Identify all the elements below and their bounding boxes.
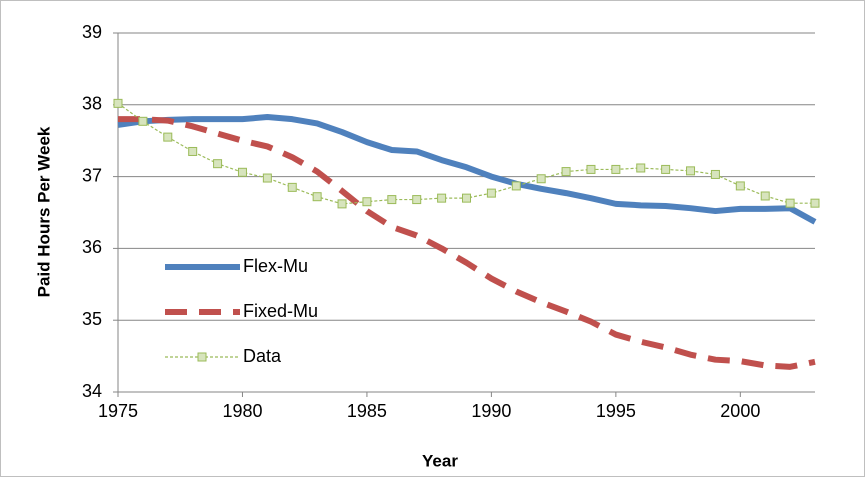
point-marker <box>113 98 123 108</box>
point-marker <box>760 191 770 201</box>
point-marker <box>337 199 347 209</box>
point-marker <box>312 192 322 202</box>
point-marker <box>561 167 571 177</box>
point-marker <box>387 195 397 205</box>
y-tick-label: 37 <box>82 165 102 185</box>
y-tick-label: 35 <box>82 309 102 329</box>
legend-label: Data <box>243 346 282 366</box>
point-marker <box>462 193 471 203</box>
x-tick-label: 1995 <box>596 401 636 421</box>
point-marker <box>412 195 422 205</box>
point-marker <box>586 164 596 174</box>
point-marker <box>611 164 621 174</box>
x-tick-label: 1975 <box>98 401 138 421</box>
point-marker <box>138 116 148 126</box>
point-marker <box>710 169 720 179</box>
legend-label: Fixed-Mu <box>243 301 318 321</box>
point-marker <box>486 188 496 198</box>
point-marker <box>362 197 372 207</box>
point-marker <box>237 167 247 177</box>
y-tick-label: 39 <box>82 22 102 42</box>
x-tick-label: 1985 <box>347 401 387 421</box>
point-marker <box>511 181 521 191</box>
x-axis-title: Year <box>422 451 458 470</box>
point-marker <box>287 182 297 192</box>
point-marker <box>735 181 745 191</box>
point-marker <box>213 159 223 169</box>
point-marker <box>262 173 272 183</box>
point-marker <box>661 164 671 174</box>
point-marker <box>163 132 173 142</box>
point-marker <box>810 198 820 208</box>
point-marker <box>686 166 696 176</box>
legend-marker <box>197 352 207 362</box>
point-marker <box>188 146 198 156</box>
x-tick-label: 1980 <box>222 401 262 421</box>
point-marker <box>636 163 646 173</box>
x-tick-label: 1990 <box>471 401 511 421</box>
legend-label: Flex-Mu <box>243 256 308 276</box>
series-line <box>117 114 817 225</box>
y-tick-label: 38 <box>82 94 102 114</box>
y-tick-label: 36 <box>82 237 102 257</box>
series-line <box>118 116 816 370</box>
y-tick-label: 34 <box>82 381 102 401</box>
point-marker <box>785 198 795 208</box>
y-axis-title: Paid Hours Per Week <box>34 126 53 297</box>
point-marker <box>536 174 546 184</box>
x-tick-label: 2000 <box>720 401 760 421</box>
point-marker <box>437 193 447 203</box>
